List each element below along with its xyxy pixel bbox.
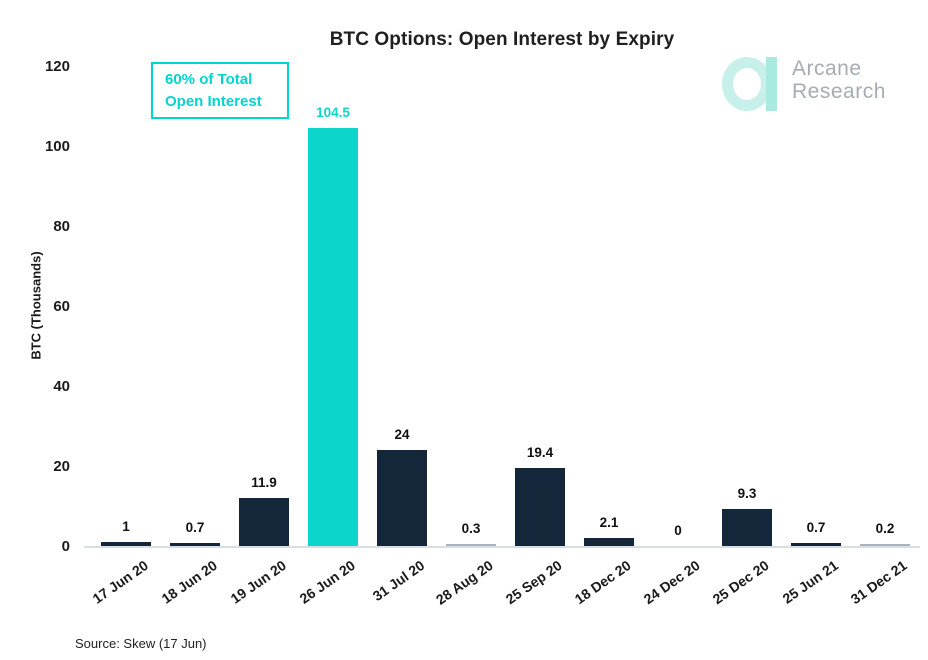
arcane-research-logo: Arcane Research — [722, 55, 912, 115]
logo-wordmark: Arcane Research — [792, 57, 886, 103]
y-axis-tick-label: 60 — [53, 298, 70, 315]
y-axis-tick-label: 80 — [53, 218, 70, 235]
annotation-line1: 60% of Total — [165, 71, 253, 88]
x-axis-tick-label: 24 Dec 20 — [641, 557, 704, 608]
bar-value-label: 1 — [122, 519, 130, 534]
bar-25-jun-21 — [791, 543, 841, 546]
bar-value-label: 0.2 — [875, 521, 895, 536]
x-axis-tick-label: 17 Jun 20 — [89, 557, 152, 607]
bar-17-jun-20 — [101, 542, 151, 546]
bar-31-jul-20 — [377, 450, 427, 546]
x-axis-tick-label: 25 Jun 21 — [779, 557, 842, 607]
x-axis-tick-label: 25 Dec 20 — [710, 557, 773, 608]
bar-18-dec-20 — [584, 537, 634, 546]
logo-wordmark-line2: Research — [792, 80, 886, 103]
bar-25-sep-20 — [515, 468, 565, 546]
x-axis-tick-label: 18 Jun 20 — [158, 557, 221, 607]
bar-value-label: 0.3 — [461, 521, 481, 536]
bar-value-label: 11.9 — [251, 475, 277, 491]
logo-wordmark-line1: Arcane — [792, 57, 862, 80]
chart-title: BTC Options: Open Interest by Expiry — [329, 29, 675, 50]
x-axis-tick-label: 19 Jun 20 — [227, 557, 290, 607]
x-axis-tick-label: 26 Jun 20 — [296, 557, 359, 607]
logo-bar-icon — [766, 57, 777, 111]
bar-25-dec-20 — [722, 508, 772, 546]
x-axis-line — [84, 546, 920, 548]
x-axis-tick-label: 31 Jul 20 — [369, 557, 428, 605]
annotation-line2: Open Interest — [165, 93, 262, 110]
bar-19-jun-20 — [239, 498, 289, 546]
bar-value-label: 2.1 — [599, 514, 619, 530]
bar-value-label: 19.4 — [526, 445, 554, 461]
bar-18-jun-20 — [170, 543, 220, 546]
x-axis-tick-label: 31 Dec 21 — [848, 557, 911, 608]
y-axis-tick-label: 20 — [53, 458, 70, 475]
y-axis-tick-label: 40 — [53, 378, 70, 395]
bar-value-label: 0.7 — [185, 520, 205, 536]
bar-value-label: 24 — [394, 427, 410, 442]
x-axis-tick-label: 25 Sep 20 — [503, 557, 566, 608]
source-note: Source: Skew (17 Jun) — [75, 636, 207, 651]
bar-value-label: 0.7 — [806, 520, 826, 536]
x-axis-tick-label: 18 Dec 20 — [572, 557, 635, 608]
y-axis-tick-label: 100 — [44, 138, 70, 155]
x-axis-tick-label: 28 Aug 20 — [433, 557, 497, 608]
bar-26-jun-20 — [308, 128, 358, 546]
annotation-callout: 60% of Total Open Interest — [151, 62, 289, 119]
bar-value-label: 0 — [674, 523, 682, 538]
y-axis-tick-label: 0 — [61, 538, 70, 555]
logo-ring-icon — [722, 57, 772, 111]
bar-28-aug-20 — [446, 544, 496, 546]
bar-value-label: 104.5 — [316, 105, 350, 120]
bar-31-dec-21 — [860, 544, 910, 546]
y-axis-tick-label: 120 — [44, 58, 70, 75]
bar-value-label: 9.3 — [737, 485, 757, 501]
